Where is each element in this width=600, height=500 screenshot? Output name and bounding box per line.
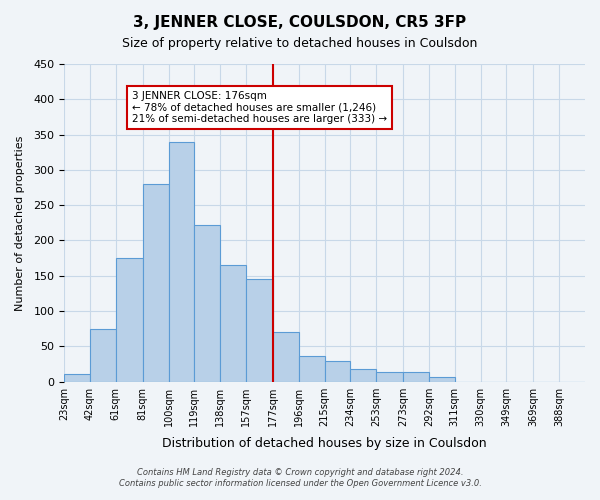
Y-axis label: Number of detached properties: Number of detached properties — [15, 135, 25, 310]
Text: Size of property relative to detached houses in Coulsdon: Size of property relative to detached ho… — [122, 38, 478, 51]
Bar — [273, 332, 299, 382]
Bar — [143, 184, 169, 382]
Bar — [116, 258, 143, 382]
Bar — [429, 376, 455, 382]
Text: 3 JENNER CLOSE: 176sqm
← 78% of detached houses are smaller (1,246)
21% of semi-: 3 JENNER CLOSE: 176sqm ← 78% of detached… — [132, 91, 387, 124]
Bar — [376, 372, 403, 382]
Bar — [299, 356, 325, 382]
Bar — [403, 372, 429, 382]
Bar — [64, 374, 90, 382]
X-axis label: Distribution of detached houses by size in Coulsdon: Distribution of detached houses by size … — [162, 437, 487, 450]
Bar — [169, 142, 194, 382]
Bar — [90, 328, 116, 382]
Bar — [350, 369, 376, 382]
Bar — [220, 265, 246, 382]
Bar — [246, 280, 273, 382]
Text: 3, JENNER CLOSE, COULSDON, CR5 3FP: 3, JENNER CLOSE, COULSDON, CR5 3FP — [133, 15, 467, 30]
Text: Contains HM Land Registry data © Crown copyright and database right 2024.
Contai: Contains HM Land Registry data © Crown c… — [119, 468, 481, 487]
Bar — [325, 361, 350, 382]
Bar — [194, 225, 220, 382]
